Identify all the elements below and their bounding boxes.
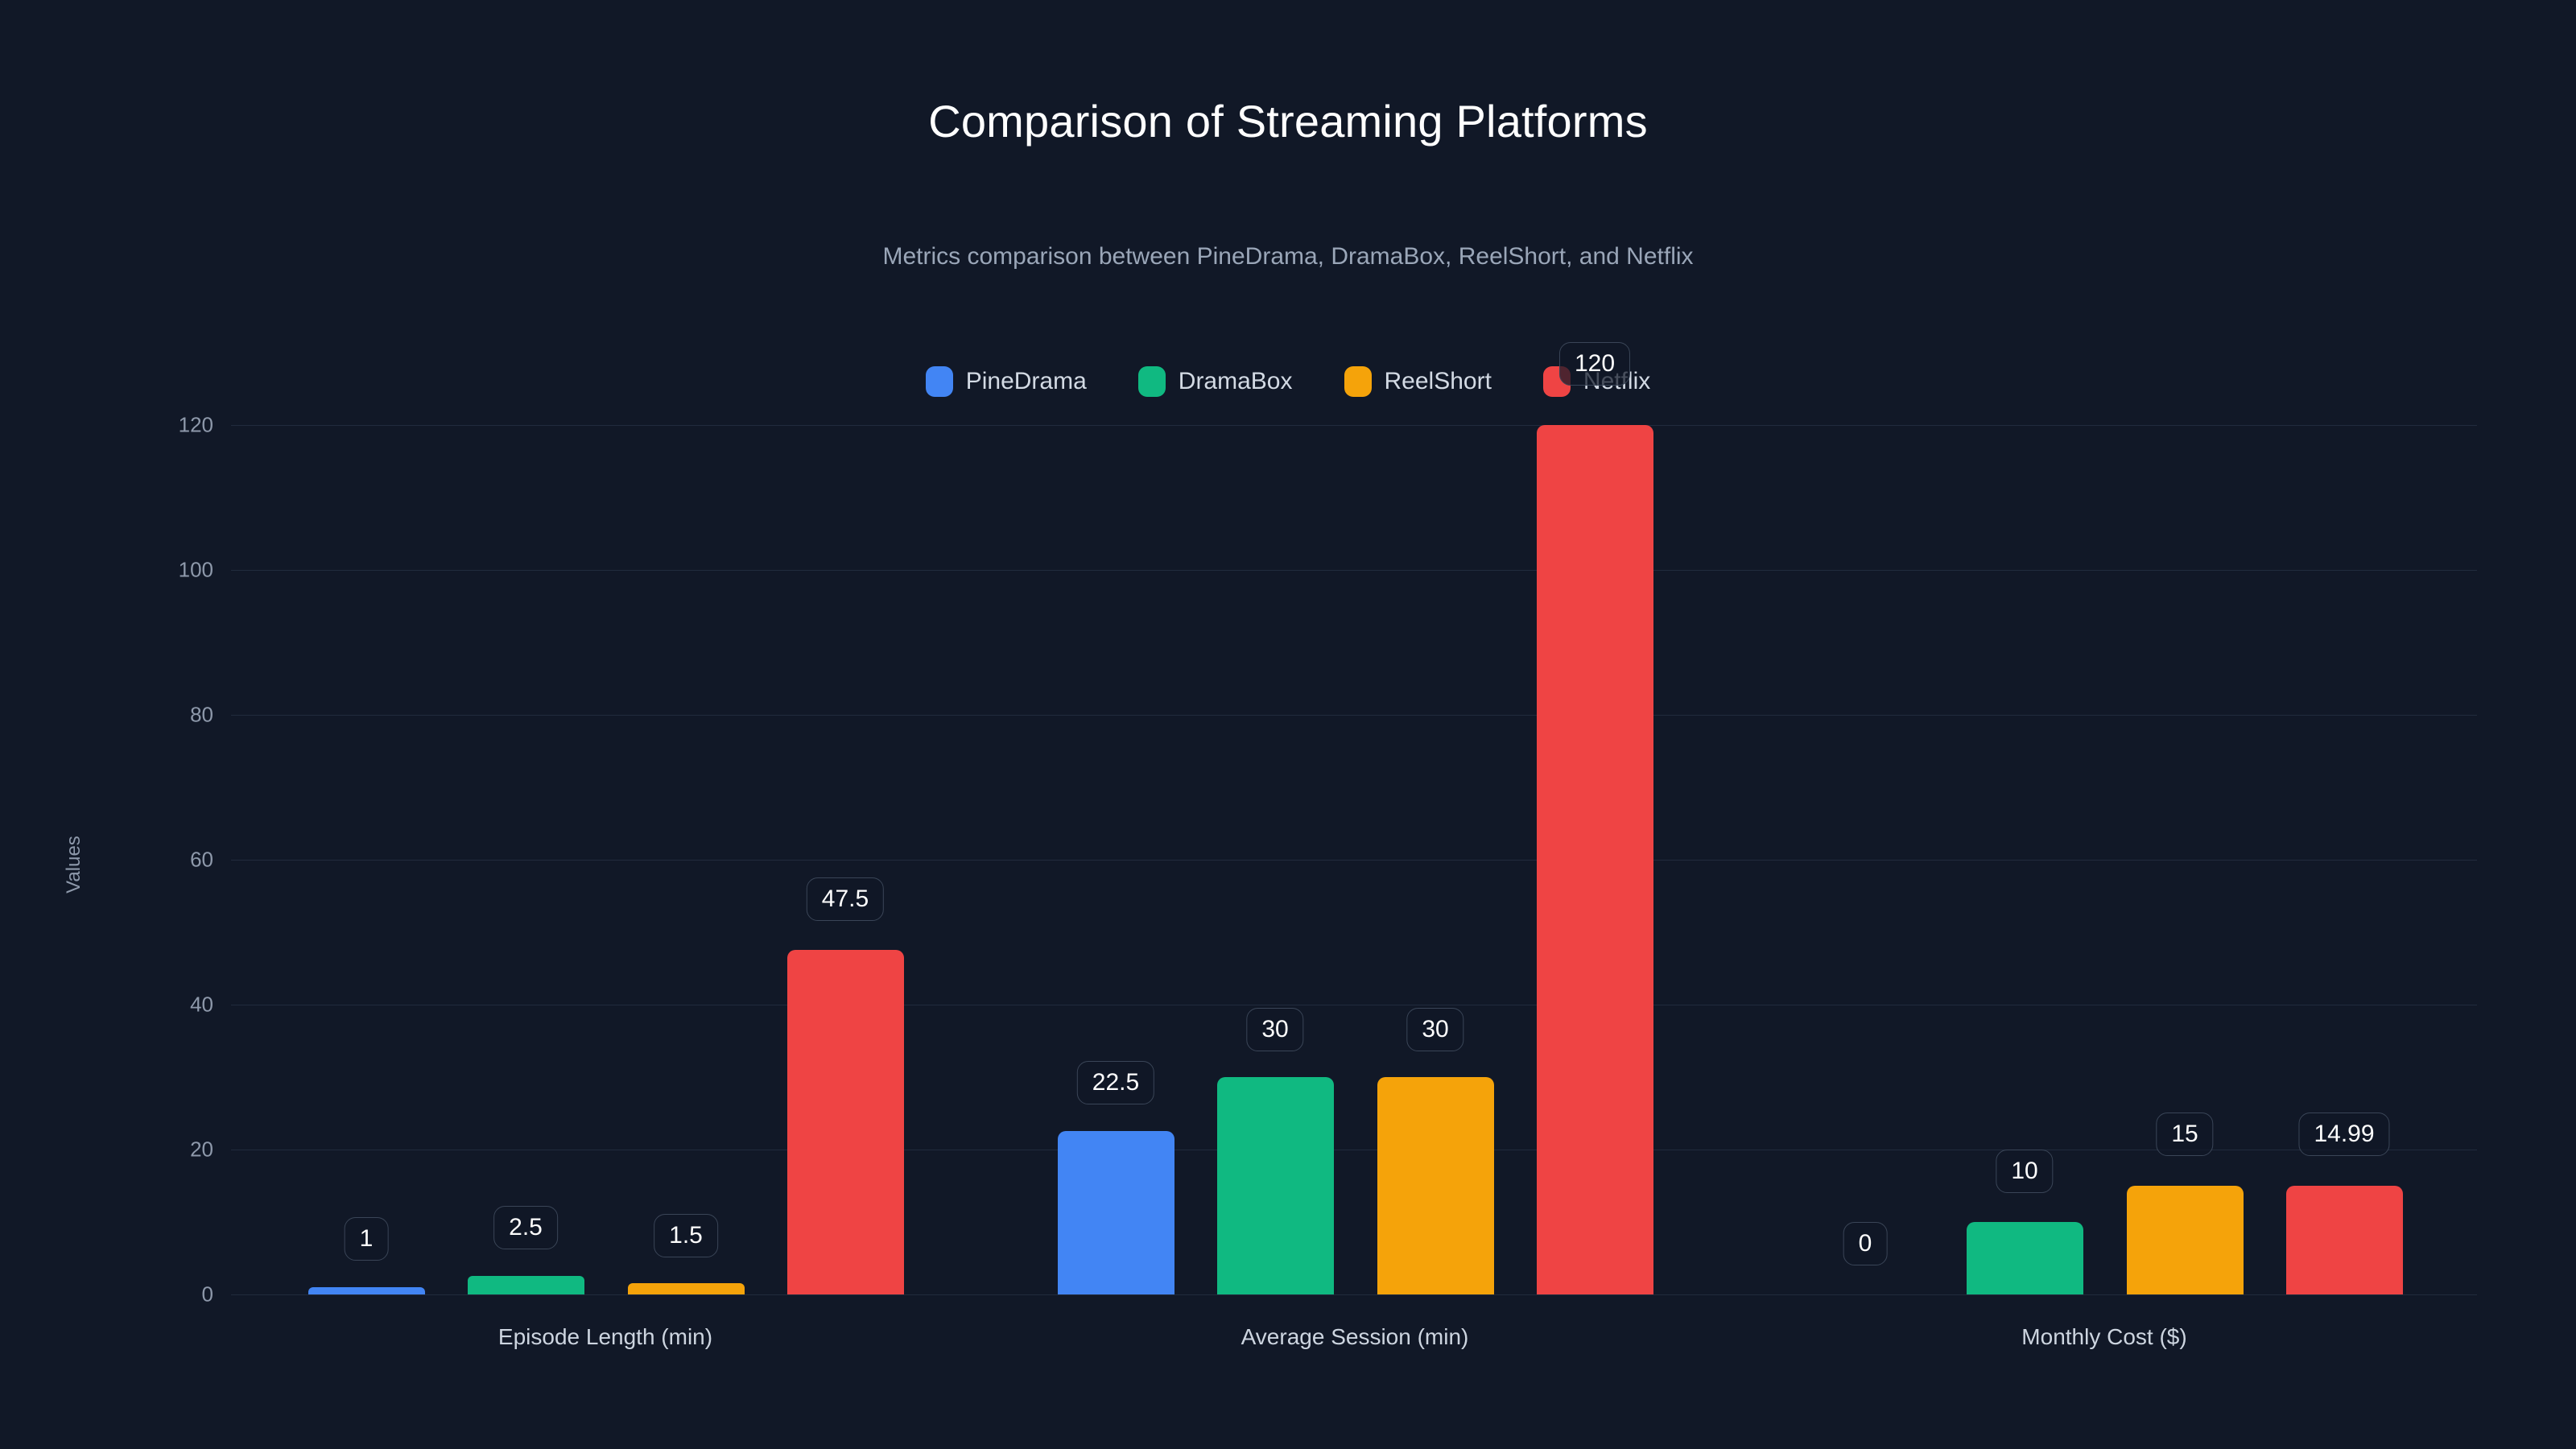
y-tick-label-100: 100 [178,557,213,582]
data-label-netflix-average-session: 120 [1558,342,1631,386]
y-tick-label-80: 80 [190,702,213,727]
legend-swatch-icon [1344,366,1372,397]
legend-swatch-icon [925,366,953,397]
data-label-netflix-episode-length: 47.5 [806,877,885,922]
data-label-netflix-monthly-cost: 14.99 [2298,1113,2390,1157]
data-label-pinedrama-monthly-cost: 0 [1843,1222,1888,1266]
data-label-dramabox-monthly-cost: 10 [1996,1150,2054,1194]
legend-label: DramaBox [1178,368,1293,394]
y-axis-title: Values [63,836,85,894]
gridline-100 [231,570,2477,571]
chart-subtitle: Metrics comparison between PineDrama, Dr… [882,243,1694,270]
y-tick-label-120: 120 [178,412,213,437]
gridline-120 [231,425,2477,426]
data-label-pinedrama-episode-length: 1 [344,1217,389,1261]
bar-dramabox-monthly-cost[interactable] [1967,1222,2083,1294]
chart-title: Comparison of Streaming Platforms [928,96,1648,147]
data-label-dramabox-average-session: 30 [1246,1008,1304,1052]
bar-netflix-monthly-cost[interactable] [2286,1186,2403,1294]
bar-dramabox-average-session[interactable] [1217,1077,1334,1294]
bar-reelshort-monthly-cost[interactable] [2127,1186,2244,1294]
bar-netflix-average-session[interactable] [1537,425,1653,1294]
legend-item-reelshort[interactable]: ReelShort [1344,366,1492,397]
gridline-80 [231,715,2477,716]
bar-pinedrama-episode-length[interactable] [308,1287,425,1294]
data-label-pinedrama-average-session: 22.5 [1076,1061,1155,1105]
category-label-episode-length: Episode Length (min) [497,1324,713,1349]
category-label-monthly-cost: Monthly Cost ($) [2021,1324,2187,1349]
bar-netflix-episode-length[interactable] [787,950,904,1294]
y-tick-label-40: 40 [190,992,213,1017]
y-tick-label-0: 0 [201,1282,213,1307]
bar-pinedrama-average-session[interactable] [1058,1131,1174,1294]
legend-label: PineDrama [965,368,1087,394]
bar-reelshort-episode-length[interactable] [628,1283,745,1294]
bar-reelshort-average-session[interactable] [1377,1077,1494,1294]
legend-item-dramabox[interactable]: DramaBox [1137,366,1293,397]
legend-swatch-icon [1137,366,1166,397]
y-tick-label-60: 60 [190,847,213,872]
gridline-0 [231,1294,2477,1295]
gridline-60 [231,860,2477,861]
legend-item-pinedrama[interactable]: PineDrama [925,366,1087,397]
data-label-reelshort-episode-length: 1.5 [654,1214,718,1258]
legend-label: ReelShort [1384,368,1492,394]
data-label-reelshort-monthly-cost: 15 [2156,1113,2214,1157]
bar-dramabox-episode-length[interactable] [468,1276,584,1294]
data-label-dramabox-episode-length: 2.5 [493,1206,558,1250]
category-label-average-session: Average Session (min) [1241,1324,1469,1349]
y-tick-label-20: 20 [190,1137,213,1162]
data-label-reelshort-average-session: 30 [1406,1008,1464,1052]
chart-legend: PineDrama DramaBox ReelShort Netflix [0,366,2576,397]
